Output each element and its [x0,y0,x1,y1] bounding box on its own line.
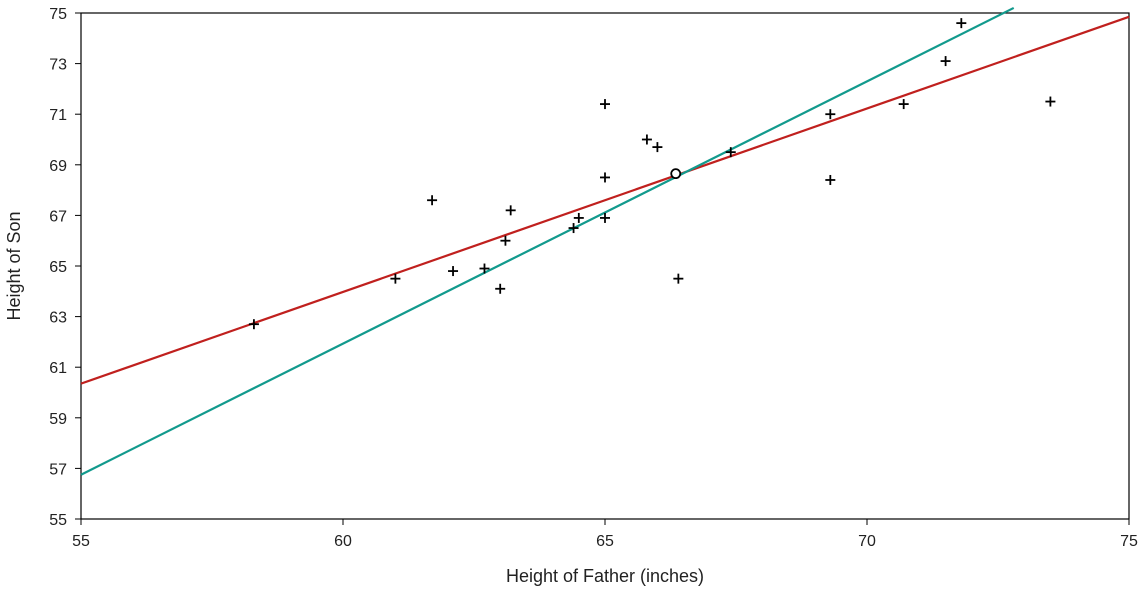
x-tick-label: 55 [72,533,90,550]
data-point [390,273,401,284]
data-point [427,195,438,206]
y-tick-label: 59 [49,411,67,428]
x-tick-label: 75 [1120,533,1138,550]
plot-area [80,12,1130,520]
data-point [568,223,579,234]
y-tick-label: 69 [49,158,67,175]
x-tick-label: 65 [596,533,614,550]
data-point [248,319,259,330]
y-tick-label: 65 [49,259,67,276]
data-point [600,99,610,110]
x-tick-label: 60 [334,533,352,550]
data-point [600,172,610,183]
data-point [956,18,967,29]
data-point [505,205,516,216]
y-tick-label: 67 [49,208,67,225]
y-tick-label: 55 [49,512,67,529]
x-axis-title: Height of Father (inches) [506,566,704,586]
regression-lines [80,6,1130,476]
data-point [495,283,506,294]
data-point [898,99,909,110]
y-tick-label: 73 [49,57,67,74]
data-point [825,109,836,120]
data-point [940,56,951,67]
data-points [248,18,1056,330]
data-point [448,266,459,277]
y-tick-label: 71 [49,107,67,124]
mean-point [670,168,682,180]
data-point [479,263,490,274]
regression-line-teal [80,6,1015,476]
x-tick-label: 70 [858,533,876,550]
data-point [641,134,652,145]
data-point [725,147,736,158]
x-axis-ticks: 55 60 65 70 75 [72,519,1138,550]
data-point [500,235,511,246]
data-point [825,174,836,185]
data-point [573,212,584,223]
data-point [600,212,610,223]
y-tick-label: 57 [49,461,67,478]
data-point [1045,96,1056,107]
data-point [673,273,684,284]
data-point [652,142,663,153]
regression-line-red [80,15,1130,385]
y-tick-label: 61 [49,360,67,377]
y-axis-title: Height of Son [4,211,24,320]
y-tick-label: 63 [49,310,67,327]
y-tick-label: 75 [49,6,67,23]
y-axis-ticks: 55 57 59 61 63 65 67 69 71 73 75 [49,6,81,529]
